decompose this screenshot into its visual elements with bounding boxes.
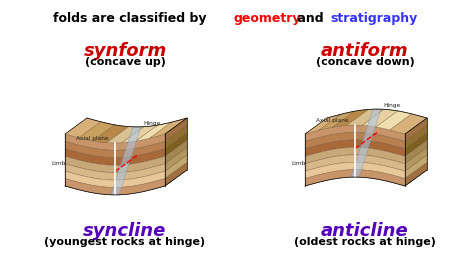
Polygon shape	[93, 125, 129, 143]
Polygon shape	[405, 133, 427, 156]
Polygon shape	[333, 109, 369, 127]
Text: geometry: geometry	[233, 12, 301, 25]
Polygon shape	[165, 133, 187, 156]
Polygon shape	[405, 155, 427, 178]
Polygon shape	[405, 163, 427, 186]
Polygon shape	[305, 140, 405, 156]
Text: and: and	[293, 12, 328, 25]
Polygon shape	[305, 147, 405, 164]
Polygon shape	[305, 125, 405, 142]
Text: (concave down): (concave down)	[316, 57, 414, 67]
Polygon shape	[65, 164, 165, 180]
Text: anticline: anticline	[321, 222, 409, 240]
Text: Hinge: Hinge	[143, 121, 160, 126]
Text: antiform: antiform	[321, 42, 409, 60]
Polygon shape	[405, 126, 427, 149]
Text: synform: synform	[83, 42, 167, 60]
Polygon shape	[351, 109, 381, 177]
Polygon shape	[165, 163, 187, 186]
Polygon shape	[65, 134, 165, 150]
Polygon shape	[405, 148, 427, 171]
Polygon shape	[165, 155, 187, 178]
Polygon shape	[165, 148, 187, 171]
Polygon shape	[305, 114, 341, 134]
Text: Axial plane: Axial plane	[316, 118, 349, 123]
Polygon shape	[165, 118, 187, 142]
Text: Limb: Limb	[291, 161, 305, 166]
Polygon shape	[150, 118, 187, 138]
Polygon shape	[122, 125, 158, 143]
Text: syncline: syncline	[83, 222, 167, 240]
Polygon shape	[305, 162, 405, 178]
Polygon shape	[136, 122, 172, 141]
Polygon shape	[165, 140, 187, 164]
Polygon shape	[319, 111, 355, 130]
Polygon shape	[79, 122, 115, 141]
Polygon shape	[111, 127, 141, 195]
Text: (oldest rocks at hinge): (oldest rocks at hinge)	[294, 237, 436, 247]
Text: Axial plane: Axial plane	[76, 136, 109, 141]
Polygon shape	[65, 156, 165, 173]
Polygon shape	[65, 149, 165, 165]
Polygon shape	[405, 118, 427, 142]
Text: folds are classified by: folds are classified by	[53, 12, 211, 25]
Polygon shape	[305, 132, 405, 149]
Text: (concave up): (concave up)	[84, 57, 165, 67]
Polygon shape	[65, 118, 101, 138]
Polygon shape	[305, 170, 405, 186]
Polygon shape	[305, 155, 405, 171]
Polygon shape	[65, 178, 165, 195]
Polygon shape	[347, 109, 384, 125]
Polygon shape	[65, 171, 165, 188]
Polygon shape	[65, 142, 165, 158]
Polygon shape	[405, 140, 427, 164]
Polygon shape	[165, 126, 187, 149]
Text: (youngest rocks at hinge): (youngest rocks at hinge)	[45, 237, 206, 247]
Text: Limb: Limb	[51, 161, 65, 166]
Polygon shape	[376, 111, 412, 130]
Polygon shape	[107, 127, 144, 143]
Polygon shape	[362, 109, 398, 127]
Text: stratigraphy: stratigraphy	[331, 12, 418, 25]
Polygon shape	[390, 114, 427, 134]
Text: Hinge: Hinge	[383, 103, 400, 108]
